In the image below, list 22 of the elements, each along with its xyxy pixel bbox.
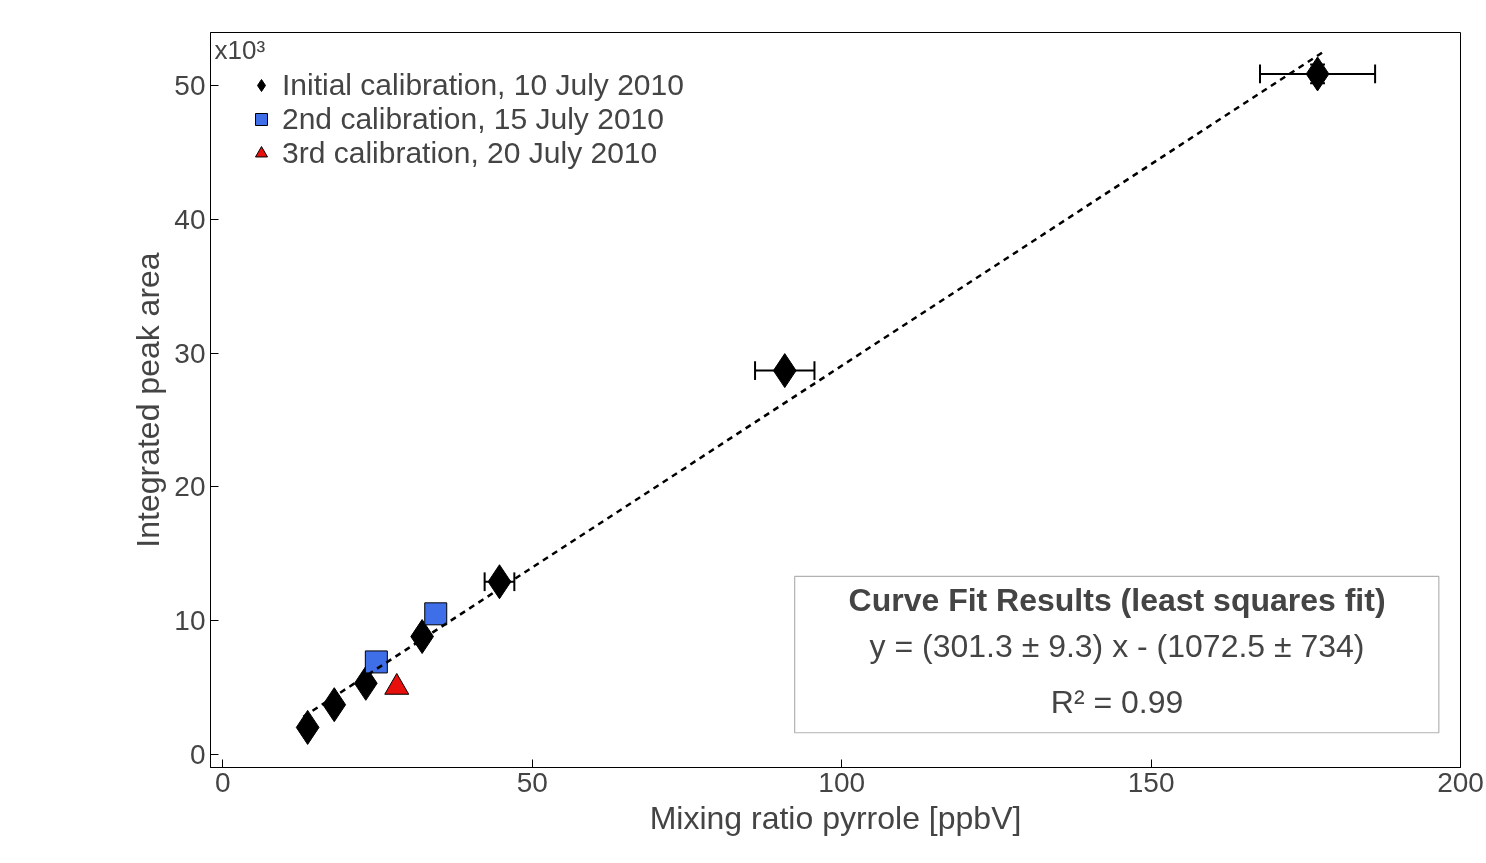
annotation: R² = 0.99: [1050, 684, 1184, 721]
annotation: x10³: [214, 34, 266, 65]
y-tick-label: 0: [189, 738, 206, 770]
y-tick-label: 30: [174, 337, 206, 369]
x-tick-label: 200: [1437, 766, 1484, 798]
annotation: Curve Fit Results (least squares fit): [848, 582, 1386, 619]
y-tick-label: 40: [174, 204, 206, 236]
point: [424, 602, 448, 626]
y-axis-title: Integrated peak area: [130, 252, 167, 548]
x-tick-label: 150: [1127, 766, 1175, 798]
legend-label: 3rd calibration, 20 July 2010: [282, 136, 658, 170]
legend-label: Initial calibration, 10 July 2010: [282, 68, 684, 102]
y-tick-label: 10: [174, 605, 206, 636]
x-tick-label: 100: [818, 766, 866, 798]
x-tick-label: 50: [516, 766, 548, 798]
x-axis-title: Mixing ratio pyrrole [ppbV]: [649, 799, 1022, 836]
annotation: y = (301.3 ± 9.3) x - (1072.5 ± 734): [869, 627, 1365, 664]
y-tick-label: 50: [174, 70, 206, 102]
legend-label: 2nd calibration, 15 July 2010: [282, 102, 664, 136]
point: [364, 650, 388, 674]
y-tick-label: 20: [174, 471, 206, 503]
x-tick-label: 0: [215, 766, 231, 798]
